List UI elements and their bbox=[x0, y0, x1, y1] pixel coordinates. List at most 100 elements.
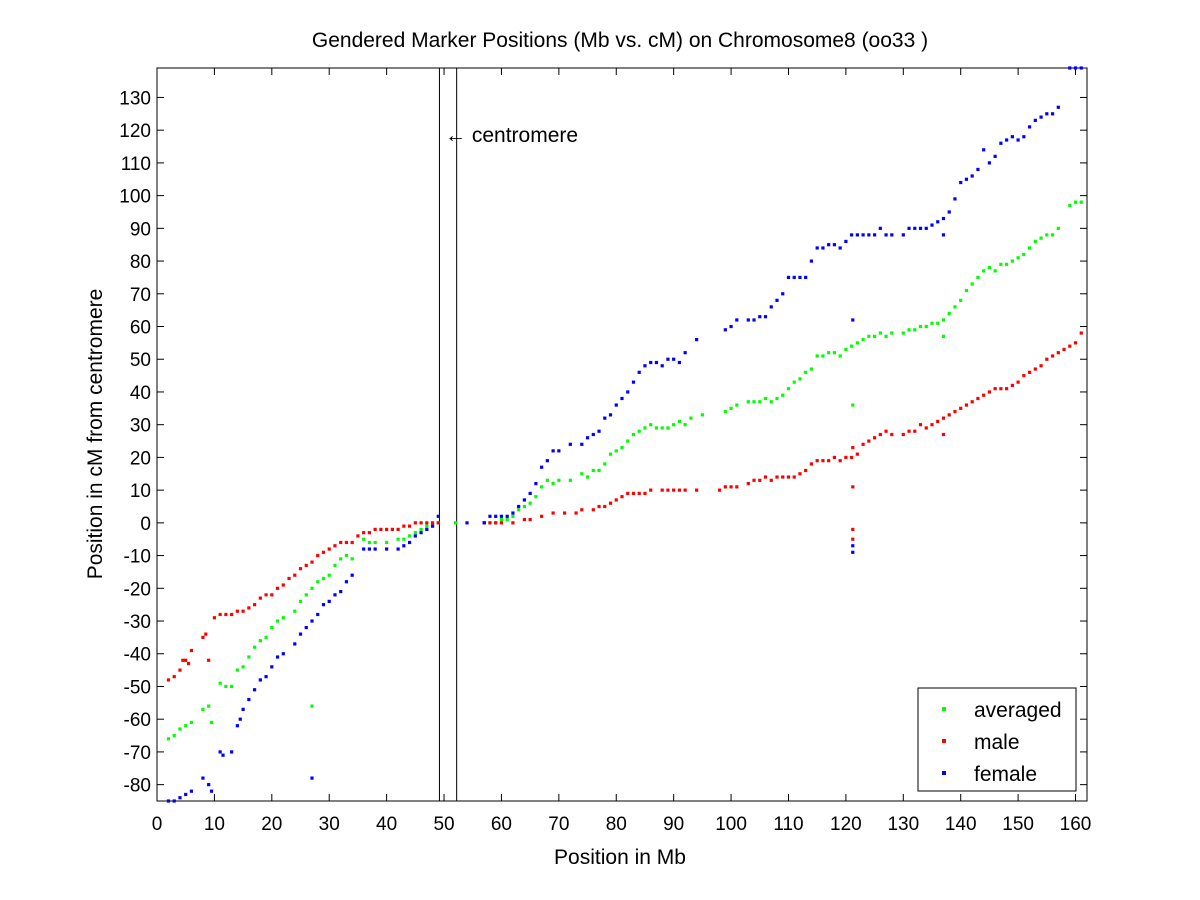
data-point-male bbox=[522, 517, 527, 522]
data-point-averaged bbox=[224, 684, 228, 689]
data-point-averaged bbox=[941, 334, 946, 338]
data-point-female bbox=[1010, 135, 1014, 139]
data-point-female bbox=[1068, 66, 1072, 70]
data-point-averaged bbox=[677, 419, 682, 424]
data-point-female bbox=[591, 432, 595, 437]
data-point-female bbox=[683, 351, 687, 355]
data-point-female bbox=[209, 789, 214, 793]
data-point-male bbox=[1005, 387, 1009, 391]
data-point-male bbox=[189, 648, 194, 653]
x-tick-label: 110 bbox=[773, 814, 803, 835]
data-point-female bbox=[281, 652, 285, 656]
data-point-female bbox=[603, 416, 607, 420]
data-point-male bbox=[350, 540, 354, 545]
data-point-female bbox=[258, 678, 262, 682]
data-point-male bbox=[419, 521, 423, 525]
data-point-male bbox=[258, 596, 262, 600]
data-point-female bbox=[221, 753, 225, 757]
data-point-female bbox=[867, 233, 871, 237]
x-tick-label: 120 bbox=[830, 814, 862, 835]
data-point-male bbox=[786, 475, 791, 479]
data-point-female bbox=[362, 547, 366, 551]
data-point-averaged bbox=[918, 324, 923, 329]
data-point-female bbox=[614, 403, 618, 407]
data-point-averaged bbox=[166, 737, 171, 741]
data-point-male bbox=[993, 387, 997, 391]
data-point-averaged bbox=[1079, 200, 1083, 204]
series-averaged bbox=[166, 200, 1083, 741]
data-point-male bbox=[430, 521, 435, 525]
data-point-averaged bbox=[207, 704, 211, 708]
data-point-male bbox=[270, 593, 274, 597]
data-point-male bbox=[953, 409, 957, 414]
data-point-male bbox=[851, 527, 855, 531]
data-point-averaged bbox=[316, 580, 320, 584]
data-point-female bbox=[218, 750, 222, 754]
data-point-male bbox=[947, 413, 951, 417]
data-point-averaged bbox=[947, 311, 951, 316]
data-point-male bbox=[1045, 357, 1049, 361]
y-axis-label: Position in cM from centromere bbox=[84, 289, 107, 580]
data-point-male bbox=[402, 524, 406, 528]
y-tick-label: 0 bbox=[140, 514, 151, 535]
data-point-female bbox=[247, 697, 251, 702]
y-tick-label: 110 bbox=[121, 154, 151, 175]
data-point-male bbox=[181, 658, 185, 662]
data-point-averaged bbox=[723, 409, 727, 414]
y-tick-label: 130 bbox=[119, 88, 151, 109]
data-point-female bbox=[304, 625, 308, 630]
data-point-male bbox=[316, 553, 320, 558]
data-point-female bbox=[769, 305, 773, 309]
data-point-female bbox=[597, 429, 601, 433]
data-point-averaged bbox=[327, 573, 331, 577]
data-point-female bbox=[936, 220, 940, 224]
y-tick-label: 120 bbox=[119, 121, 151, 142]
data-point-male bbox=[247, 606, 251, 610]
data-point-male bbox=[631, 491, 636, 496]
data-point-female bbox=[310, 776, 314, 780]
data-point-male bbox=[186, 661, 191, 666]
data-point-male bbox=[901, 432, 905, 437]
data-point-averaged bbox=[304, 593, 308, 597]
data-point-female bbox=[970, 174, 974, 178]
data-point-averaged bbox=[626, 439, 630, 443]
x-tick-label: 10 bbox=[204, 814, 225, 835]
data-point-male bbox=[987, 390, 992, 394]
data-point-averaged bbox=[930, 321, 934, 325]
y-tick-label: -20 bbox=[124, 579, 151, 600]
data-point-male bbox=[574, 511, 578, 515]
y-tick-label: 30 bbox=[130, 416, 151, 437]
data-point-female bbox=[499, 514, 504, 518]
data-point-male bbox=[735, 485, 739, 489]
data-point-averaged bbox=[339, 557, 343, 561]
legend-label-male: male bbox=[974, 731, 1020, 754]
data-point-male bbox=[494, 521, 498, 525]
data-point-female bbox=[235, 724, 239, 728]
data-point-averaged bbox=[872, 334, 877, 338]
data-point-female bbox=[626, 390, 630, 394]
data-point-averaged bbox=[1073, 200, 1078, 204]
data-point-averaged bbox=[522, 504, 527, 509]
data-point-averaged bbox=[178, 727, 182, 731]
data-point-averaged bbox=[540, 485, 544, 489]
data-point-female bbox=[964, 177, 969, 181]
data-point-female bbox=[264, 675, 268, 679]
data-point-male bbox=[1073, 341, 1078, 345]
y-tick-label: 100 bbox=[119, 187, 151, 208]
data-point-male bbox=[781, 475, 785, 479]
data-point-female bbox=[402, 544, 406, 548]
data-point-female bbox=[792, 275, 796, 280]
data-point-male bbox=[758, 478, 762, 482]
data-point-female bbox=[1056, 105, 1060, 109]
data-point-averaged bbox=[620, 445, 624, 450]
data-point-female bbox=[982, 148, 986, 152]
x-axis-label: Position in Mb bbox=[554, 846, 686, 869]
data-point-averaged bbox=[953, 305, 957, 309]
data-point-male bbox=[964, 403, 969, 407]
data-point-averaged bbox=[1068, 203, 1072, 208]
data-point-male bbox=[867, 439, 871, 443]
data-point-female bbox=[557, 449, 561, 453]
data-point-female bbox=[851, 550, 855, 554]
data-point-male bbox=[798, 472, 802, 476]
